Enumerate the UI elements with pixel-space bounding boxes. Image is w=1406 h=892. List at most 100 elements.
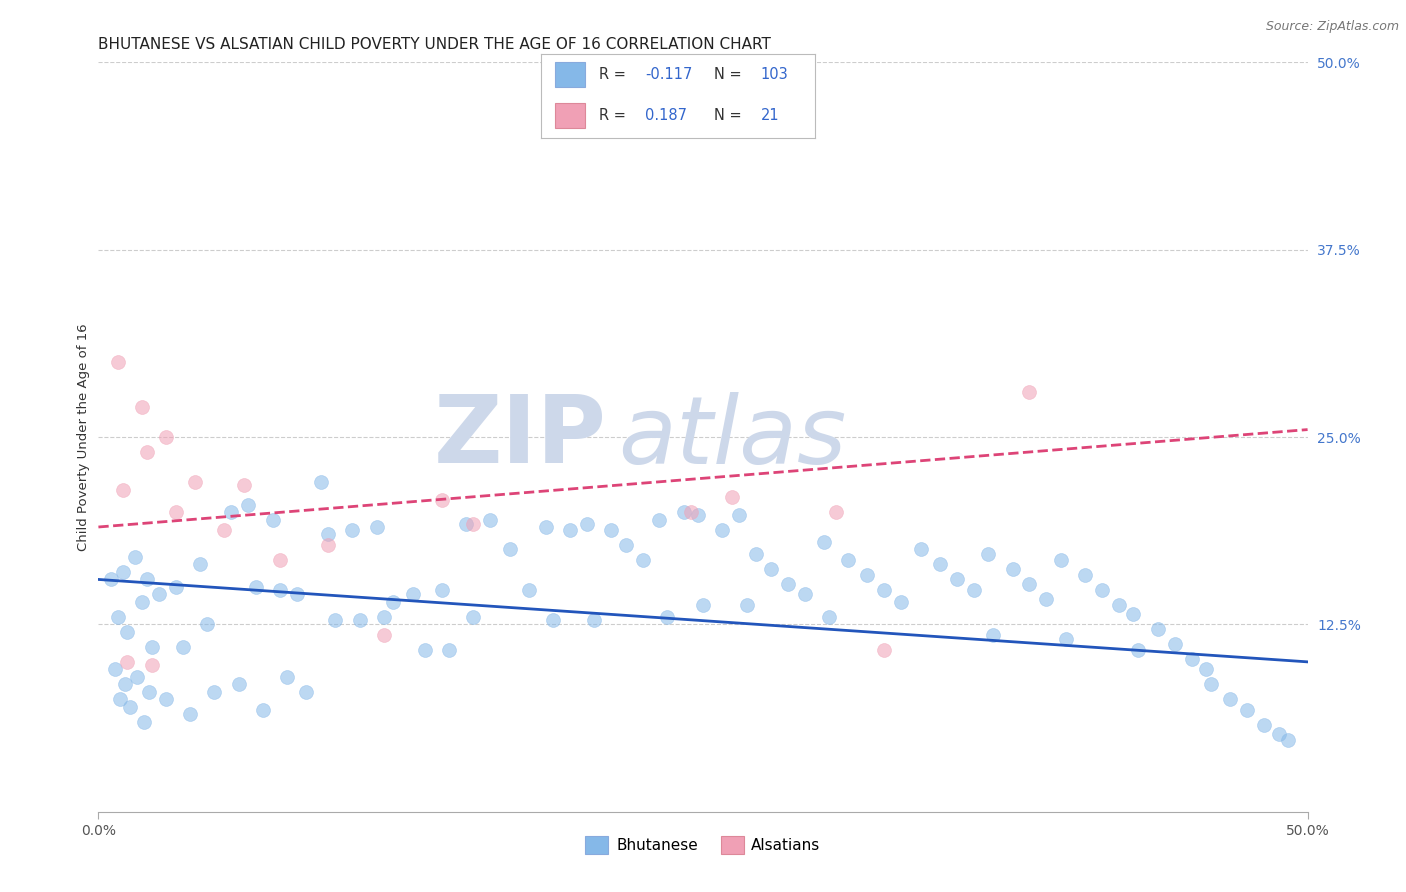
Point [165, 505, 187, 519]
Point [873, 643, 896, 657]
Point [1195, 662, 1218, 676]
Point [655, 610, 678, 624]
Point [672, 505, 695, 519]
Point [295, 685, 318, 699]
Point [963, 582, 986, 597]
Point [817, 610, 839, 624]
Point [837, 553, 859, 567]
Point [114, 677, 136, 691]
Point [373, 610, 395, 624]
Point [430, 582, 453, 597]
Point [108, 692, 131, 706]
Point [463, 516, 485, 531]
Point [1267, 727, 1289, 741]
Point [262, 512, 284, 526]
Point [1199, 677, 1222, 691]
Point [165, 580, 187, 594]
Point [325, 613, 347, 627]
Point [1074, 568, 1097, 582]
Point [1035, 591, 1057, 606]
Point [204, 685, 226, 699]
Point [1018, 577, 1040, 591]
Point [498, 542, 520, 557]
Point [1163, 637, 1185, 651]
Point [759, 562, 782, 576]
Point [1054, 632, 1077, 647]
Point [342, 523, 364, 537]
Point [269, 582, 291, 597]
Text: ZIP: ZIP [433, 391, 606, 483]
Point [141, 657, 163, 672]
Point [558, 523, 581, 537]
Point [413, 643, 436, 657]
Point [692, 598, 714, 612]
Point [366, 520, 388, 534]
Point [184, 475, 207, 489]
Point [349, 613, 371, 627]
Point [111, 565, 134, 579]
Point [1122, 607, 1144, 621]
Point [648, 512, 671, 526]
Point [104, 662, 127, 676]
Point [402, 587, 425, 601]
Point [107, 610, 129, 624]
Point [600, 523, 623, 537]
Text: R =: R = [599, 108, 626, 123]
Point [117, 655, 139, 669]
Point [252, 703, 274, 717]
Point [454, 516, 477, 531]
Point [745, 547, 768, 561]
Point [1236, 703, 1258, 717]
Text: -0.117: -0.117 [645, 67, 693, 82]
Point [155, 430, 177, 444]
Text: R =: R = [599, 67, 626, 82]
Point [541, 613, 564, 627]
Point [1091, 582, 1114, 597]
Point [624, 100, 647, 114]
Point [1128, 643, 1150, 657]
Point [728, 508, 751, 522]
Point [437, 643, 460, 657]
Point [1219, 692, 1241, 706]
Point [463, 610, 485, 624]
Point [135, 573, 157, 587]
Point [977, 547, 1000, 561]
Point [382, 595, 405, 609]
Point [1180, 652, 1202, 666]
Point [1253, 718, 1275, 732]
Point [309, 475, 332, 489]
Y-axis label: Child Poverty Under the Age of 16: Child Poverty Under the Age of 16 [77, 323, 90, 551]
Point [856, 568, 879, 582]
Point [212, 523, 235, 537]
Point [138, 685, 160, 699]
Point [1001, 562, 1024, 576]
Point [1277, 732, 1299, 747]
Point [141, 640, 163, 654]
Text: atlas: atlas [619, 392, 846, 483]
Point [148, 587, 170, 601]
Point [688, 508, 710, 522]
Point [124, 549, 146, 564]
Point [127, 670, 149, 684]
Point [793, 587, 815, 601]
Point [316, 527, 339, 541]
Text: N =: N = [714, 67, 741, 82]
Point [245, 580, 267, 594]
Point [131, 400, 153, 414]
Point [117, 624, 139, 639]
Point [1018, 385, 1040, 400]
Point [1108, 598, 1130, 612]
Point [276, 670, 298, 684]
Point [711, 523, 734, 537]
Point [890, 595, 912, 609]
Point [195, 617, 218, 632]
Point [285, 587, 308, 601]
Point [188, 558, 211, 572]
Point [238, 498, 260, 512]
Text: 21: 21 [761, 108, 779, 123]
Point [721, 490, 744, 504]
Point [479, 512, 502, 526]
Text: 0.187: 0.187 [645, 108, 688, 123]
Point [776, 577, 799, 591]
Point [981, 628, 1004, 642]
